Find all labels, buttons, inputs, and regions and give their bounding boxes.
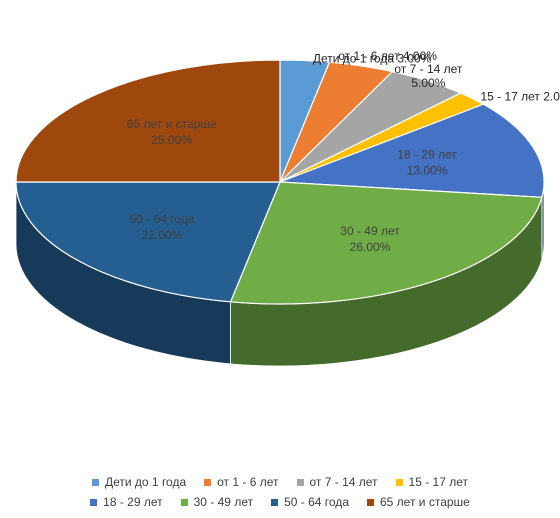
legend-swatch [395,478,403,486]
pie-slice-4 [279,103,545,198]
legend-swatch [91,478,99,486]
legend-item: 65 лет и старше [367,495,470,509]
legend-label: 65 лет и старше [380,495,470,509]
legend-swatch [90,498,98,506]
data-label-value: 5.00% [411,76,445,90]
data-label-value: 25.00% [151,133,192,147]
pie-slice-6 [15,181,281,303]
legend-swatch [180,498,188,506]
legend-item: 50 - 64 года [271,495,349,509]
legend-row: 18 - 29 лет 30 - 49 лет 50 - 64 года 65 лет… [0,492,560,512]
data-label-category: 30 - 49 лет [340,224,400,238]
legend-label: от 1 - 6 лет [217,475,279,489]
data-label-value: 22.00% [142,228,183,242]
data-label: от 1 - 6 лет 4.00% [338,49,437,63]
pie-chart: Дети до 1 года 3.00%от 1 - 6 лет 4.00%от… [15,49,560,367]
pie-slice-7 [15,59,281,183]
pie-slice-5 [229,181,543,305]
legend-label: 30 - 49 лет [193,495,254,509]
legend-swatch [367,498,374,506]
data-label: 15 - 17 лет 2.00% [480,89,560,103]
data-label-category: от 7 - 14 лет [394,62,463,76]
legend-swatch [271,498,279,506]
legend-item: 15 - 17 лет [395,475,469,489]
legend-item: от 1 - 6 лет [204,475,279,489]
legend-swatch [296,478,304,486]
legend-label: Дети до 1 года [104,475,187,489]
data-label-category: 18 - 29 лет [397,147,457,161]
legend-item: 30 - 49 лет [180,495,254,509]
legend: Дети до 1 года от 1 - 6 лет от 7 - 14 лет 1… [0,472,560,512]
legend-label: 15 - 17 лет [408,475,469,489]
data-label-value: 26.00% [350,240,391,254]
legend-item: 18 - 29 лет [90,495,163,509]
data-label: Дети до 1 года 3.00% [313,52,432,66]
pie-labels: Дети до 1 года 3.00%от 1 - 6 лет 4.00%от… [127,49,560,254]
pie-top [15,59,545,305]
legend-row: Дети до 1 года от 1 - 6 лет от 7 - 14 лет 1… [0,472,560,492]
legend-item: от 7 - 14 лет [296,475,378,489]
legend-label: 18 - 29 лет [103,495,163,509]
data-label-category: 65 лет и старше [127,117,217,131]
data-label-value: 13.00% [407,163,448,177]
data-label-category: 50 - 64 года [130,212,195,226]
legend-item: Дети до 1 года [91,475,187,489]
legend-label: 50 - 64 года [284,495,349,509]
legend-label: от 7 - 14 лет [309,475,378,489]
legend-swatch [204,478,212,486]
